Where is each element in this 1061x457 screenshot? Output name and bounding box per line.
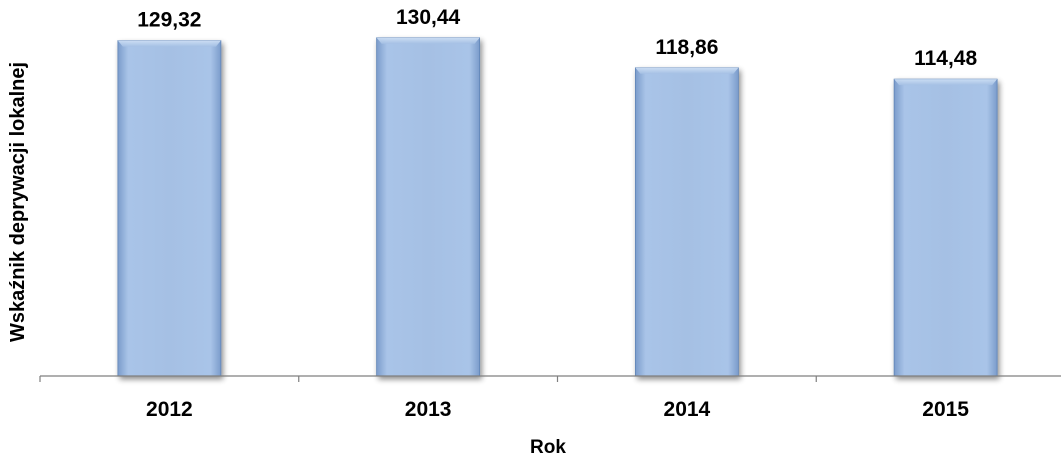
bar-rect-2015 bbox=[894, 79, 997, 376]
bar-bevel-2013 bbox=[377, 38, 480, 44]
data-label-2014: 118,86 bbox=[655, 36, 718, 59]
bar-bevel-2015 bbox=[894, 79, 997, 85]
data-label-2012: 129,32 bbox=[137, 9, 201, 32]
bar-2015 bbox=[894, 79, 997, 376]
bar-rect-2012 bbox=[118, 41, 221, 376]
x-tick-label-2015: 2015 bbox=[922, 398, 969, 421]
bar-bevel-2014 bbox=[635, 68, 738, 74]
bar-rect-2014 bbox=[635, 68, 738, 376]
x-tick-label-2014: 2014 bbox=[664, 398, 711, 421]
bar-2012 bbox=[118, 41, 221, 376]
x-axis-title: Rok bbox=[530, 437, 566, 457]
bar-bevel-2012 bbox=[118, 41, 221, 47]
x-ticks-layer bbox=[40, 376, 816, 382]
x-tick-label-2012: 2012 bbox=[146, 398, 193, 421]
bar-2014 bbox=[635, 68, 738, 376]
bars-layer bbox=[118, 38, 997, 376]
data-labels-layer: 129,32 130,44 118,86 114,48 bbox=[137, 6, 977, 70]
data-label-2013: 130,44 bbox=[396, 6, 461, 29]
bar-2013 bbox=[377, 38, 480, 376]
x-tick-labels-layer: 2012 2013 2014 2015 bbox=[146, 398, 969, 421]
bar-rect-2013 bbox=[377, 38, 480, 376]
x-tick-label-2013: 2013 bbox=[405, 398, 452, 421]
data-label-2015: 114,48 bbox=[914, 47, 977, 70]
y-axis-title: Wskaźnik deprywacji lokalnej bbox=[7, 62, 29, 342]
